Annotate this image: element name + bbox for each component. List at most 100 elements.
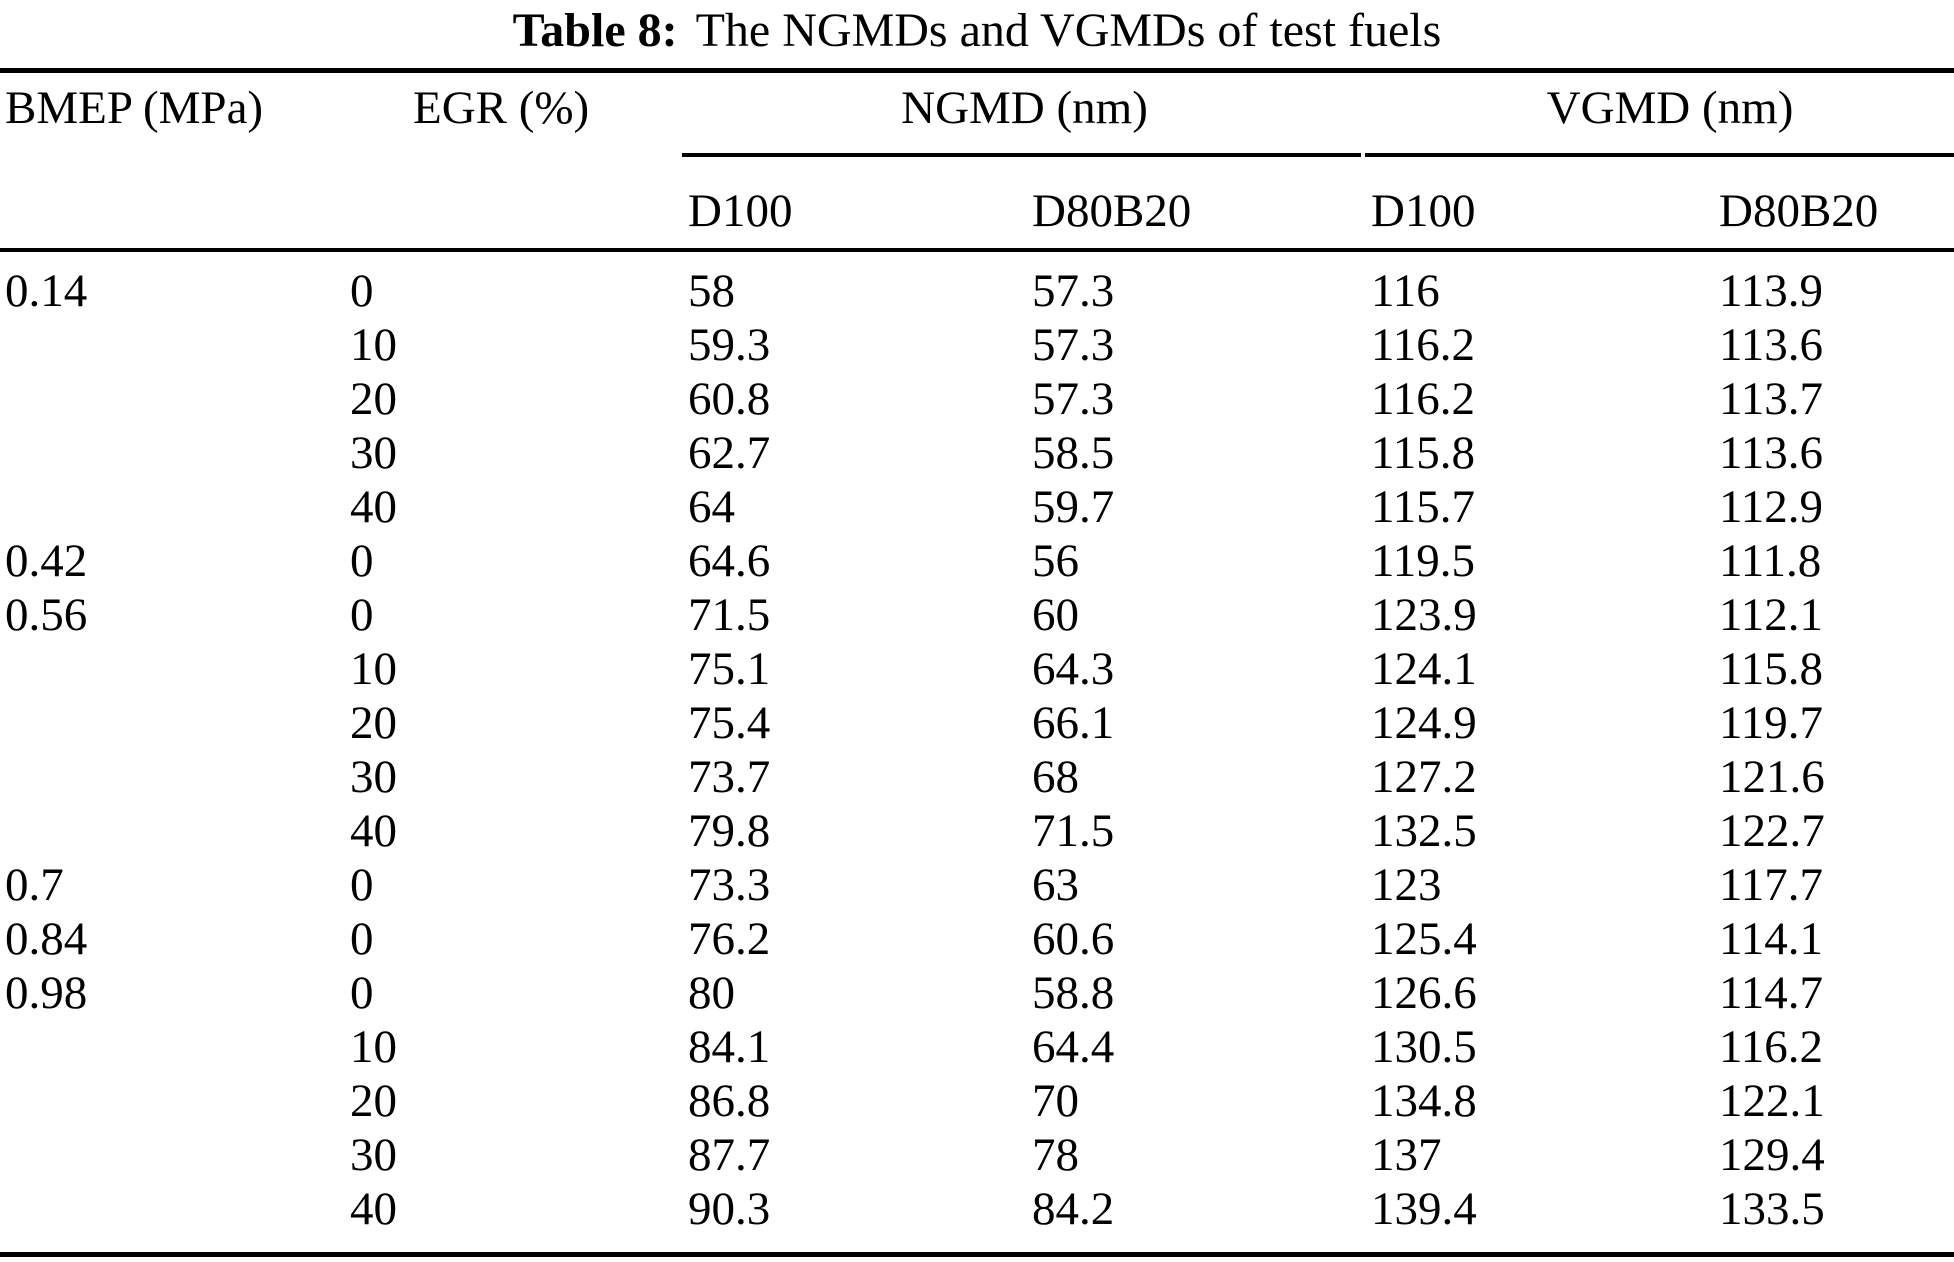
table-cell: 57.3 [1032, 265, 1115, 317]
table-cell: 64.3 [1032, 643, 1115, 695]
table-cell: 59.7 [1032, 481, 1115, 533]
table-cell: 129.4 [1719, 1129, 1825, 1181]
table-cell: 134.8 [1371, 1075, 1477, 1127]
table-cell: 125.4 [1371, 913, 1477, 965]
table-cell: 0 [350, 589, 374, 641]
table-cell: 114.7 [1719, 967, 1824, 1019]
table-cell: 66.1 [1032, 697, 1115, 749]
table-cell: 10 [350, 319, 397, 371]
table-cell: 114.1 [1719, 913, 1824, 965]
table-cell: 113.7 [1719, 373, 1824, 425]
table-cell: 0.14 [5, 265, 88, 317]
table-body: 0.14 0 58 57.3 116 113.9 10 59.3 57.3 116.2 113.6 2… [0, 264, 1954, 1236]
table-cell: 20 [350, 1075, 397, 1127]
table-row: 0.98 0 80 58.8 126.6 114.7 [0, 966, 1954, 1020]
table-cell [0, 1128, 345, 1182]
table-cell: 122.7 [1719, 805, 1825, 857]
table-cell: 40 [350, 1183, 397, 1235]
table-cell: 64 [688, 481, 735, 533]
table-cell: 60.8 [688, 373, 771, 425]
table-cell: 60.6 [1032, 913, 1115, 965]
table-cell: 126.6 [1371, 967, 1477, 1019]
table-cell [0, 426, 345, 480]
sub-header-ngmd-d100: D100 [688, 185, 793, 237]
table-cell: 113.6 [1719, 319, 1824, 371]
table-cell: 10 [350, 1021, 397, 1073]
table-cell: 75.4 [688, 697, 771, 749]
table-row: 20 60.8 57.3 116.2 113.7 [0, 372, 1954, 426]
table-cell: 119.7 [1719, 697, 1824, 749]
table-cell: 115.8 [1371, 427, 1476, 479]
rule-top [0, 68, 1954, 73]
table-cell: 10 [350, 643, 397, 695]
table-cell: 73.7 [688, 751, 771, 803]
table-cell: 116.2 [1371, 373, 1476, 425]
table-cell: 123.9 [1371, 589, 1477, 641]
table-cell: 87.7 [688, 1129, 771, 1181]
table-cell: 58.5 [1032, 427, 1115, 479]
table-cell: 62.7 [688, 427, 771, 479]
table-row: 10 75.1 64.3 124.1 115.8 [0, 642, 1954, 696]
table-cell [0, 318, 345, 372]
table-cell: 115.7 [1371, 481, 1476, 533]
table-row: 30 73.7 68 127.2 121.6 [0, 750, 1954, 804]
table-cell: 64.6 [688, 535, 771, 587]
table-row: 30 62.7 58.5 115.8 113.6 [0, 426, 1954, 480]
table-cell: 112.9 [1719, 481, 1824, 533]
rule-below-headers [0, 248, 1954, 252]
table-cell: 58.8 [1032, 967, 1115, 1019]
table-cell: 139.4 [1371, 1183, 1477, 1235]
table-cell: 71.5 [1032, 805, 1115, 857]
table-caption: Table 8: The NGMDs and VGMDs of test fuel… [0, 2, 1954, 60]
column-header-ngmd-group: NGMD (nm) [901, 82, 1148, 134]
sub-header-vgmd-d80b20: D80B20 [1719, 185, 1879, 237]
table-cell: 30 [350, 751, 397, 803]
table-cell: 76.2 [688, 913, 771, 965]
table-cell [0, 696, 345, 750]
table-row: 20 75.4 66.1 124.9 119.7 [0, 696, 1954, 750]
table-cell: 119.5 [1371, 535, 1476, 587]
table-cell: 84.2 [1032, 1183, 1115, 1235]
sub-header-vgmd-d100: D100 [1371, 185, 1476, 237]
table-cell: 0.42 [5, 535, 88, 587]
table-row: 0.84 0 76.2 60.6 125.4 114.1 [0, 912, 1954, 966]
rule-ngmd-span [682, 153, 1361, 157]
table-cell [0, 480, 345, 534]
sub-header-ngmd-d80b20: D80B20 [1032, 185, 1192, 237]
table-cell: 116.2 [1371, 319, 1476, 371]
table-cell [0, 1074, 345, 1128]
table-cell: 0.7 [5, 859, 64, 911]
table-cell: 79.8 [688, 805, 771, 857]
table-cell [0, 372, 345, 426]
table-cell: 113.9 [1719, 265, 1824, 317]
table-cell: 75.1 [688, 643, 771, 695]
table-row: 0.14 0 58 57.3 116 113.9 [0, 264, 1954, 318]
table-cell: 57.3 [1032, 373, 1115, 425]
table-cell: 117.7 [1719, 859, 1824, 911]
table-cell: 40 [350, 481, 397, 533]
table-cell: 137 [1371, 1129, 1442, 1181]
table-cell: 86.8 [688, 1075, 771, 1127]
table-cell: 68 [1032, 751, 1079, 803]
table-cell: 124.9 [1371, 697, 1477, 749]
table-cell: 57.3 [1032, 319, 1115, 371]
table-cell: 122.1 [1719, 1075, 1825, 1127]
column-header-egr: EGR (%) [413, 82, 590, 134]
table-cell [0, 1182, 345, 1236]
table-row: 30 87.7 78 137 129.4 [0, 1128, 1954, 1182]
table-caption-text: The NGMDs and VGMDs of test fuels [695, 4, 1442, 57]
table-row: 0.7 0 73.3 63 123 117.7 [0, 858, 1954, 912]
table-row: 10 84.1 64.4 130.5 116.2 [0, 1020, 1954, 1074]
table-cell [0, 642, 345, 696]
table-cell: 0 [350, 859, 374, 911]
table-cell: 133.5 [1719, 1183, 1825, 1235]
table-row: 40 90.3 84.2 139.4 133.5 [0, 1182, 1954, 1236]
table-row: 0.56 0 71.5 60 123.9 112.1 [0, 588, 1954, 642]
table-cell: 0 [350, 913, 374, 965]
table-cell: 20 [350, 697, 397, 749]
table-cell: 111.8 [1719, 535, 1822, 587]
table-cell: 59.3 [688, 319, 771, 371]
table-cell: 115.8 [1719, 643, 1824, 695]
table-cell: 112.1 [1719, 589, 1824, 641]
